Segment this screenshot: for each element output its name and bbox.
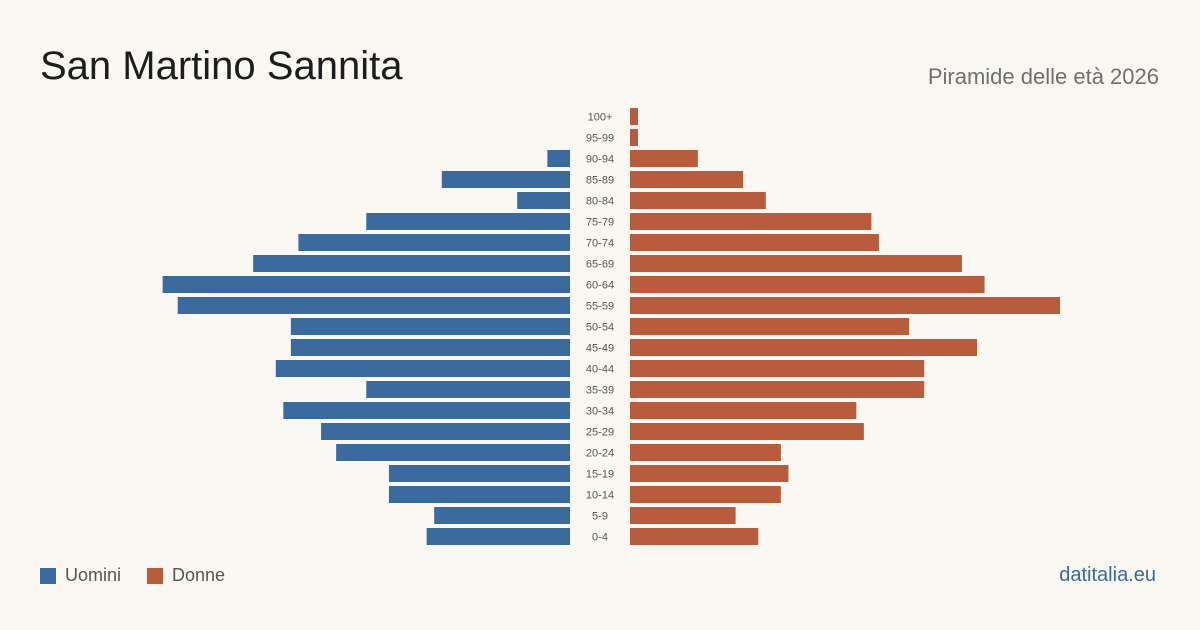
- age-label-100+: 100+: [588, 112, 613, 124]
- chart-subtitle: Piramide delle età 2026: [927, 64, 1159, 89]
- bar-female-40-44: [630, 360, 925, 377]
- legend-item-female: Donne: [147, 565, 225, 586]
- bar-female-90-94: [630, 150, 698, 167]
- chart-legend: Uomini Donne: [40, 565, 225, 586]
- age-label-65-69: 65-69: [586, 259, 614, 271]
- bar-male-65-69: [253, 255, 570, 272]
- population-pyramid-chart: 100+ 95-99 90-94 85-89 80-84 75-79 70-74 65-69 6…: [162, 108, 1060, 545]
- bar-male-20-24: [336, 444, 570, 461]
- age-label-50-54: 50-54: [586, 322, 614, 334]
- bar-male-50-54: [290, 318, 570, 335]
- bar-female-80-84: [630, 192, 766, 209]
- age-label-20-24: 20-24: [586, 448, 614, 460]
- bar-male-70-74: [298, 234, 570, 251]
- bar-male-40-44: [275, 360, 570, 377]
- bar-male-30-34: [283, 402, 570, 419]
- page-title: San Martino Sannita: [40, 44, 403, 88]
- bar-female-10-14: [630, 486, 781, 503]
- bar-female-15-19: [630, 465, 789, 482]
- bar-female-30-34: [630, 402, 857, 419]
- bar-male-80-84: [517, 192, 570, 209]
- age-label-80-84: 80-84: [586, 196, 614, 208]
- age-label-70-74: 70-74: [586, 238, 614, 250]
- bar-male-85-89: [441, 171, 570, 188]
- bar-male-45-49: [290, 339, 570, 356]
- bar-female-65-69: [630, 255, 962, 272]
- age-label-10-14: 10-14: [586, 490, 614, 502]
- age-label-40-44: 40-44: [586, 364, 614, 376]
- bar-female-5-9: [630, 507, 736, 524]
- bar-male-35-39: [366, 381, 570, 398]
- age-label-0-4: 0-4: [592, 532, 608, 544]
- age-label-30-34: 30-34: [586, 406, 614, 418]
- age-label-45-49: 45-49: [586, 343, 614, 355]
- age-label-5-9: 5-9: [592, 511, 608, 523]
- age-label-15-19: 15-19: [586, 469, 614, 481]
- bar-female-50-54: [630, 318, 910, 335]
- bar-female-45-49: [630, 339, 978, 356]
- legend-label-male: Uomini: [65, 565, 122, 585]
- bar-male-75-79: [366, 213, 570, 230]
- age-label-85-89: 85-89: [586, 175, 614, 187]
- legend-label-female: Donne: [172, 565, 226, 585]
- age-label-75-79: 75-79: [586, 217, 614, 229]
- bar-female-70-74: [630, 234, 879, 251]
- bar-male-90-94: [547, 150, 570, 167]
- bar-male-25-29: [321, 423, 570, 440]
- bar-female-20-24: [630, 444, 781, 461]
- bar-female-95-99: [630, 129, 638, 146]
- age-label-25-29: 25-29: [586, 427, 614, 439]
- bar-male-55-59: [177, 297, 570, 314]
- bar-male-0-4: [426, 528, 570, 545]
- bar-female-55-59: [630, 297, 1060, 314]
- bar-female-85-89: [630, 171, 744, 188]
- legend-swatch-female: [147, 567, 164, 584]
- bar-male-15-19: [388, 465, 570, 482]
- age-label-35-39: 35-39: [586, 385, 614, 397]
- bar-female-75-79: [630, 213, 872, 230]
- source-link[interactable]: datitalia.eu: [1059, 564, 1156, 586]
- bar-male-10-14: [388, 486, 570, 503]
- bar-female-60-64: [630, 276, 985, 293]
- age-label-95-99: 95-99: [586, 133, 614, 145]
- age-label-90-94: 90-94: [586, 154, 614, 166]
- bar-female-35-39: [630, 381, 925, 398]
- bar-female-25-29: [630, 423, 864, 440]
- bar-male-60-64: [162, 276, 570, 293]
- bar-male-5-9: [434, 507, 570, 524]
- legend-swatch-male: [40, 567, 56, 584]
- age-label-60-64: 60-64: [586, 280, 614, 292]
- age-label-55-59: 55-59: [586, 301, 614, 313]
- bar-female-0-4: [630, 528, 759, 545]
- bar-female-100+: [630, 108, 638, 125]
- legend-item-male: Uomini: [40, 565, 121, 586]
